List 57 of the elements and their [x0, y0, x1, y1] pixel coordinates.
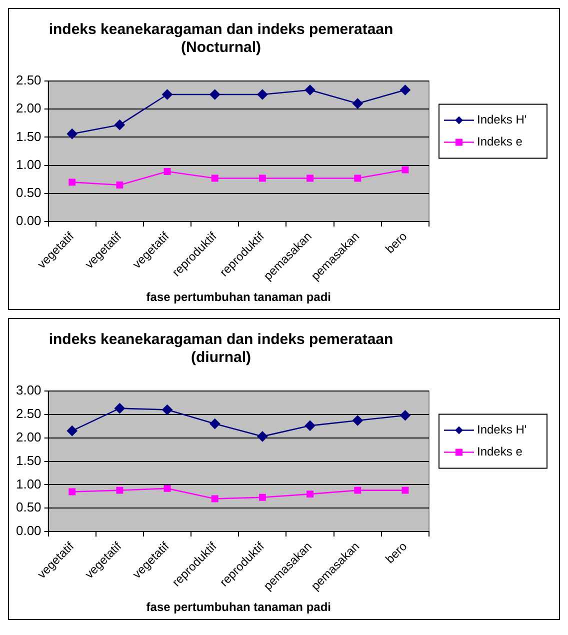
point	[304, 420, 316, 431]
point	[354, 486, 362, 494]
y-tick-label: 1.50	[16, 128, 42, 144]
y-tick-label: 1.00	[16, 476, 42, 492]
point	[66, 128, 78, 139]
y-tick-label: 0.00	[16, 213, 42, 228]
point	[116, 182, 124, 188]
point	[211, 495, 218, 502]
point	[354, 174, 362, 182]
point	[352, 415, 363, 426]
point	[164, 484, 171, 492]
y-tick-label: 3.00	[16, 382, 42, 398]
text: indeks keanekaragaman dan indeks pemerataan	[48, 331, 394, 348]
point	[306, 490, 314, 498]
point	[257, 431, 268, 442]
y-tick-label: 0.50	[16, 185, 42, 200]
x-tick-label: bero	[382, 538, 410, 566]
y-tick-label: 1.00	[16, 156, 42, 172]
x-tick-label: bero	[382, 228, 410, 256]
point	[257, 89, 268, 100]
y-tick-label: 2.50	[16, 72, 42, 88]
point	[162, 404, 172, 415]
point	[116, 486, 124, 494]
point	[352, 98, 363, 109]
point	[68, 488, 76, 496]
text: indeks keanekaragaman dan indeks pemerataan	[48, 21, 394, 38]
legend-label: Indeks H'	[477, 112, 527, 127]
point	[114, 120, 125, 130]
y-tick-label: 2.00	[16, 100, 42, 116]
point	[210, 418, 220, 429]
y-tick-label: 2.00	[16, 429, 42, 444]
point	[164, 168, 171, 175]
point	[402, 166, 409, 174]
point	[304, 84, 316, 96]
legend-label: Indeks H'	[477, 422, 527, 437]
x-axis-title: fase pertumbuhan tanaman padi	[146, 600, 331, 614]
y-tick-label: 0.50	[16, 500, 42, 515]
point	[68, 178, 76, 186]
point	[211, 174, 218, 182]
point	[66, 426, 78, 436]
point	[258, 174, 266, 182]
legend-label: Indeks e	[477, 444, 523, 459]
point	[306, 174, 314, 182]
y-tick-label: 1.50	[16, 452, 42, 468]
point	[400, 84, 410, 96]
legend-label: Indeks e	[477, 134, 523, 149]
y-tick-label: 0.00	[16, 523, 42, 538]
point	[402, 486, 409, 494]
point	[258, 494, 266, 501]
text: (diurnal)	[191, 349, 251, 366]
y-tick-label: 2.50	[16, 406, 42, 422]
x-axis-title: fase pertumbuhan tanaman padi	[146, 290, 331, 304]
point	[400, 410, 410, 421]
text: (Nocturnal)	[181, 39, 261, 56]
point	[210, 89, 220, 100]
point	[114, 403, 125, 414]
point	[162, 89, 172, 100]
